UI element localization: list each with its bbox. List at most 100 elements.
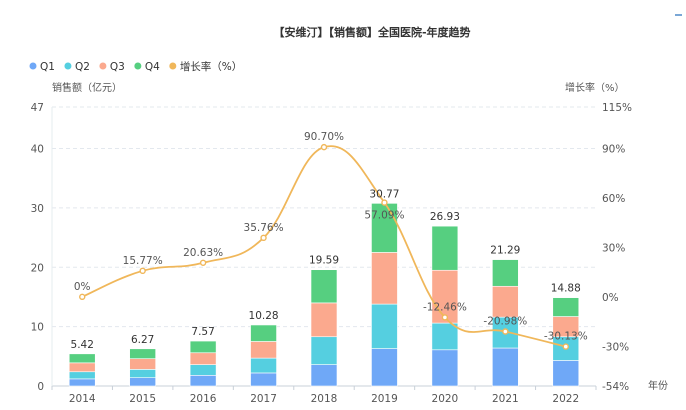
total-label-2020: 26.93 xyxy=(430,211,460,223)
legend-label-2: Q3 xyxy=(110,61,125,73)
growth-labels: 0% 15.77% 20.63% 35.76% 90.70% 57.09% -12.46% -… xyxy=(74,131,588,342)
corner-mark xyxy=(675,14,682,16)
x-tick-label: 2017 xyxy=(250,393,277,405)
x-tick-label: 2016 xyxy=(190,393,217,405)
y-tick-label: 10 xyxy=(31,322,44,334)
y2-tick-label: 0% xyxy=(602,292,619,304)
y2-tick-label: 115% xyxy=(602,102,632,114)
growth-line-path xyxy=(81,145,566,348)
y2-tick-label: 60% xyxy=(602,193,625,205)
bar-q1-2014 xyxy=(68,378,96,387)
total-labels: 5.42 6.27 7.57 10.28 19.59 30.77 26.93 21.29 14.… xyxy=(71,188,581,350)
growth-label-2015: 15.77% xyxy=(123,255,163,267)
y2-tick-label: 30% xyxy=(602,242,625,254)
legend-marker-2 xyxy=(99,62,107,70)
growth-point-2018 xyxy=(320,143,328,151)
bars xyxy=(68,203,580,387)
y2-tick-label: -54% xyxy=(602,381,629,393)
bar-q4-2017 xyxy=(250,324,277,342)
x-tick-label: 2019 xyxy=(371,393,398,405)
bar-q3-2018 xyxy=(310,302,338,338)
bar-q4-2020 xyxy=(431,225,459,271)
bar-q2-2014 xyxy=(68,371,96,380)
bar-q1-2016 xyxy=(189,375,217,387)
x-tick-label: 2015 xyxy=(129,393,156,405)
growth-label-2020: -12.46% xyxy=(423,301,467,313)
legend-marker-4 xyxy=(169,62,177,70)
y-tick-label: 0 xyxy=(37,381,44,393)
legend-marker-0 xyxy=(29,62,37,70)
x-tick-label: 2014 xyxy=(69,393,96,405)
bar-q2-2017 xyxy=(250,357,277,374)
y2-axis-title: 增长率（%） xyxy=(565,81,625,94)
bar-q1-2015 xyxy=(129,377,156,387)
bar-q2-2020 xyxy=(431,322,459,351)
bar-q3-2015 xyxy=(129,358,156,370)
total-label-2018: 19.59 xyxy=(309,255,339,267)
legend-marker-1 xyxy=(64,62,72,70)
bar-q3-2017 xyxy=(250,341,277,359)
bar-q2-2019 xyxy=(371,303,398,349)
legend: Q1 Q2 Q3 Q4 增长率（%） xyxy=(29,60,242,73)
y2-tick-label: 90% xyxy=(602,143,625,155)
y-tick-label: 47 xyxy=(31,102,44,114)
x-tick-label: 2022 xyxy=(552,393,579,405)
bar-q2-2016 xyxy=(189,364,217,376)
growth-point-2014 xyxy=(79,293,86,301)
bar-q4-2019 xyxy=(371,203,398,253)
y2-axis-ticks: -54% -30% 0% 30% 60% 90% 115% xyxy=(602,102,632,393)
y-tick-label: 20 xyxy=(31,262,44,274)
bar-q1-2018 xyxy=(310,364,338,387)
legend-label-3: Q4 xyxy=(145,61,160,73)
total-label-2021: 21.29 xyxy=(490,245,520,257)
bar-q4-2022 xyxy=(552,297,580,317)
growth-label-2016: 20.63% xyxy=(183,247,223,259)
growth-point-2021 xyxy=(502,328,509,335)
bar-q1-2019 xyxy=(371,348,398,387)
growth-point-2015 xyxy=(139,267,146,275)
bar-q2-2015 xyxy=(129,369,156,378)
growth-label-2022: -30.13% xyxy=(544,331,588,343)
y2-tick-label: -30% xyxy=(602,341,629,353)
bar-q3-2016 xyxy=(189,352,217,365)
growth-point-2017 xyxy=(260,234,267,242)
chart-title: 【安维汀】【销售额】全国医院-年度趋势 xyxy=(273,25,470,39)
growth-point-2016 xyxy=(199,259,207,266)
growth-label-2021: -20.98% xyxy=(483,315,527,327)
legend-marker-3 xyxy=(134,62,142,70)
bar-q4-2014 xyxy=(68,353,96,364)
total-label-2016: 7.57 xyxy=(191,326,214,338)
bar-q2-2018 xyxy=(310,336,338,365)
y-tick-label: 30 xyxy=(31,203,44,215)
bar-q4-2015 xyxy=(129,348,156,359)
legend-label-4: 增长率（%） xyxy=(180,60,242,73)
growth-label-2017: 35.76% xyxy=(244,222,284,234)
y-axis-ticks: 0 10 20 30 40 47 xyxy=(31,102,44,393)
bar-q1-2017 xyxy=(250,372,277,387)
growth-label-2014: 0% xyxy=(74,281,91,293)
total-label-2015: 6.27 xyxy=(131,334,154,346)
growth-point-2019 xyxy=(381,199,388,206)
bar-q4-2021 xyxy=(492,259,519,287)
legend-label-0: Q1 xyxy=(40,61,55,73)
bar-q1-2022 xyxy=(552,360,580,387)
growth-point-2020 xyxy=(441,314,449,321)
bar-q3-2019 xyxy=(371,252,398,305)
bar-q3-2014 xyxy=(68,362,96,373)
bar-q3-2021 xyxy=(492,285,519,318)
bar-q4-2018 xyxy=(310,269,338,304)
legend-label-1: Q2 xyxy=(75,61,90,73)
bar-q1-2021 xyxy=(492,347,519,387)
total-label-2014: 5.42 xyxy=(71,339,94,351)
y-axis-title: 销售额（亿元） xyxy=(52,81,122,94)
total-label-2022: 14.88 xyxy=(551,283,581,295)
growth-line xyxy=(79,143,569,350)
y-tick-label: 40 xyxy=(31,144,44,156)
bar-q1-2020 xyxy=(431,349,459,387)
growth-point-2022 xyxy=(562,343,569,350)
growth-label-2019: 57.09% xyxy=(364,210,404,222)
total-label-2019: 30.77 xyxy=(369,188,399,200)
x-tick-label: 2018 xyxy=(311,393,338,405)
bar-q4-2016 xyxy=(189,340,217,354)
